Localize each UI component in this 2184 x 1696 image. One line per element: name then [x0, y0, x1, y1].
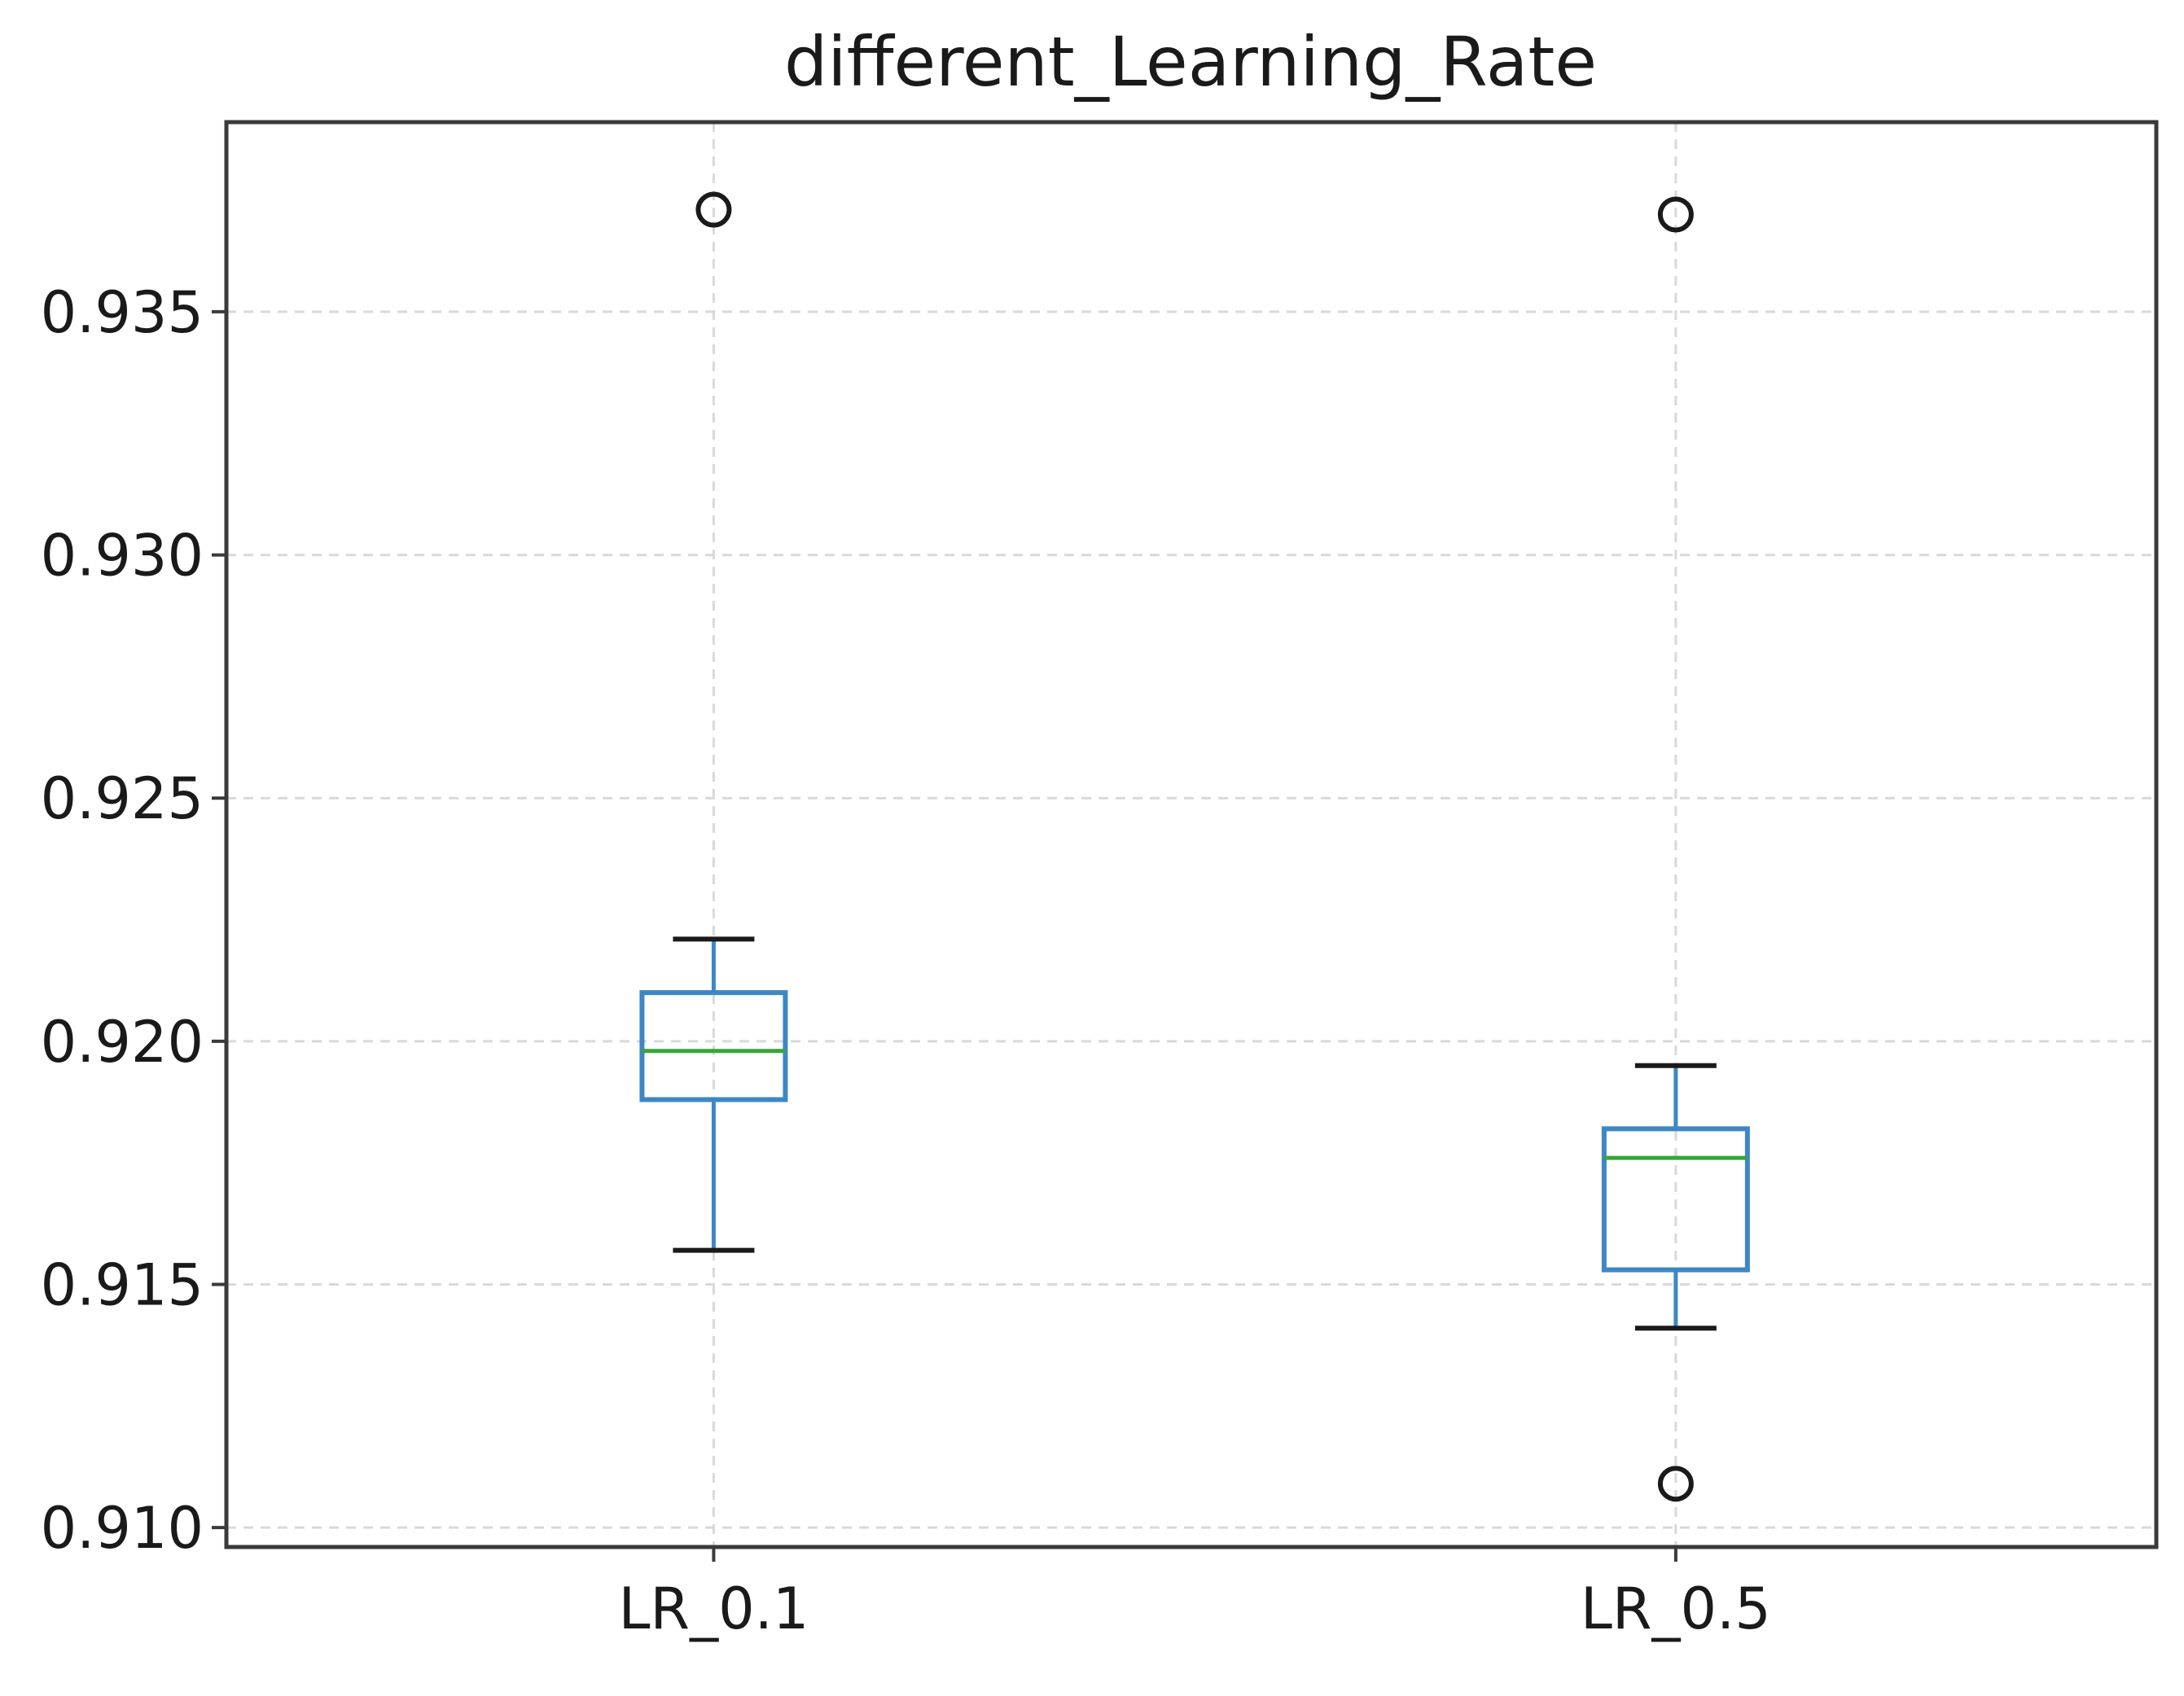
iqr-box — [1601, 1126, 1750, 1273]
axes-frame — [224, 120, 2159, 1549]
outlier-point — [1657, 1466, 1694, 1502]
y-tick-label: 0.935 — [41, 279, 204, 346]
iqr-box — [639, 990, 788, 1102]
x-tick-label: LR_0.1 — [618, 1575, 809, 1642]
y-tick-label: 0.925 — [41, 765, 204, 832]
outlier-point — [695, 191, 732, 228]
axis-layer: 0.910 0.915 0.920 0.925 0.930 0.935 LR_0.1 LR_0… — [41, 279, 1771, 1642]
y-tick-label: 0.920 — [41, 1009, 204, 1076]
box-group-LR_0.5 — [1601, 196, 1750, 1502]
y-tick-label: 0.910 — [41, 1495, 204, 1562]
grid-layer — [226, 122, 2156, 1547]
y-tick-label: 0.930 — [41, 523, 204, 589]
marks-layer — [639, 191, 1750, 1502]
y-tick-label: 0.915 — [41, 1251, 204, 1318]
chart-title: different_Learning_Rate — [784, 22, 1597, 102]
outlier-point — [1657, 196, 1694, 233]
x-tick-label: LR_0.5 — [1581, 1575, 1771, 1642]
box-group-LR_0.1 — [639, 191, 788, 1253]
